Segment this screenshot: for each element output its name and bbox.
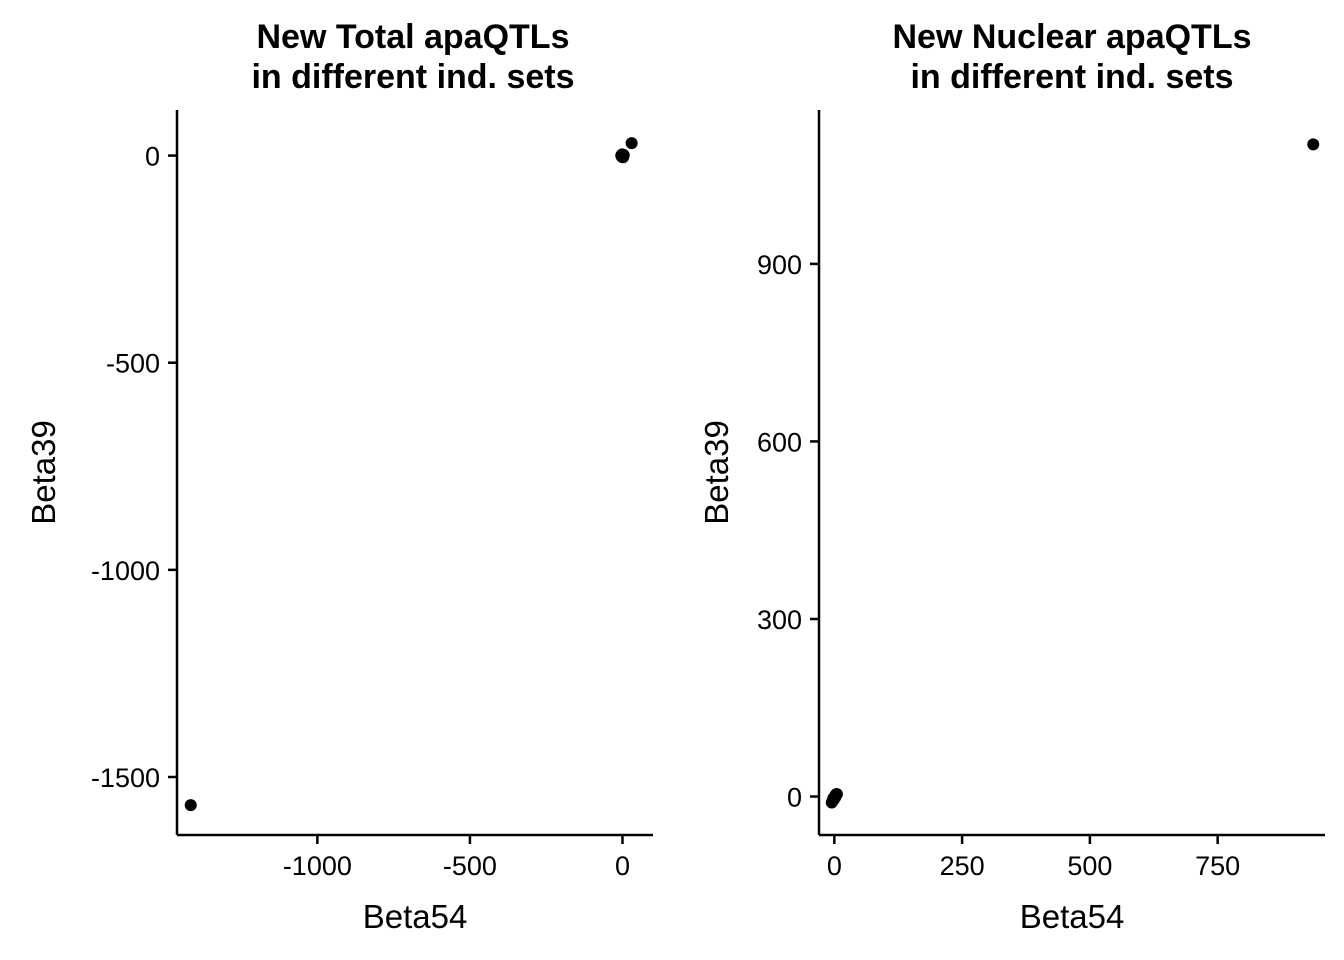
chart-title-line-1: New Total apaQTLs xyxy=(257,18,570,56)
y-tick-label: 300 xyxy=(757,605,802,635)
y-tick-label: 0 xyxy=(145,142,160,172)
y-tick-label: -1000 xyxy=(91,556,160,586)
chart-title-line-1: New Nuclear apaQTLs xyxy=(892,18,1251,56)
data-point xyxy=(1307,138,1320,151)
y-tick-label: 0 xyxy=(787,783,802,813)
x-axis-label: Beta54 xyxy=(363,898,468,935)
y-tick-label: 900 xyxy=(757,250,802,280)
data-point xyxy=(625,137,638,150)
y-axis-label: Beta39 xyxy=(698,420,735,525)
data-point xyxy=(184,799,197,812)
x-tick-label: -1000 xyxy=(283,851,352,881)
x-tick-label: -500 xyxy=(443,851,497,881)
y-tick-label: -500 xyxy=(106,349,160,379)
y-tick-label: 600 xyxy=(757,427,802,457)
x-tick-label: 750 xyxy=(1195,851,1240,881)
chart-title-line-2: in different ind. sets xyxy=(251,58,574,96)
data-point xyxy=(827,792,840,805)
x-tick-label: 250 xyxy=(940,851,985,881)
y-tick-label: -1500 xyxy=(91,763,160,793)
x-tick-label: 0 xyxy=(615,851,630,881)
y-axis-label: Beta39 xyxy=(25,420,62,525)
chart-title-line-2: in different ind. sets xyxy=(910,58,1233,96)
x-tick-label: 0 xyxy=(827,851,842,881)
data-point xyxy=(617,149,630,162)
x-tick-label: 500 xyxy=(1067,851,1112,881)
x-axis-label: Beta54 xyxy=(1020,898,1125,935)
